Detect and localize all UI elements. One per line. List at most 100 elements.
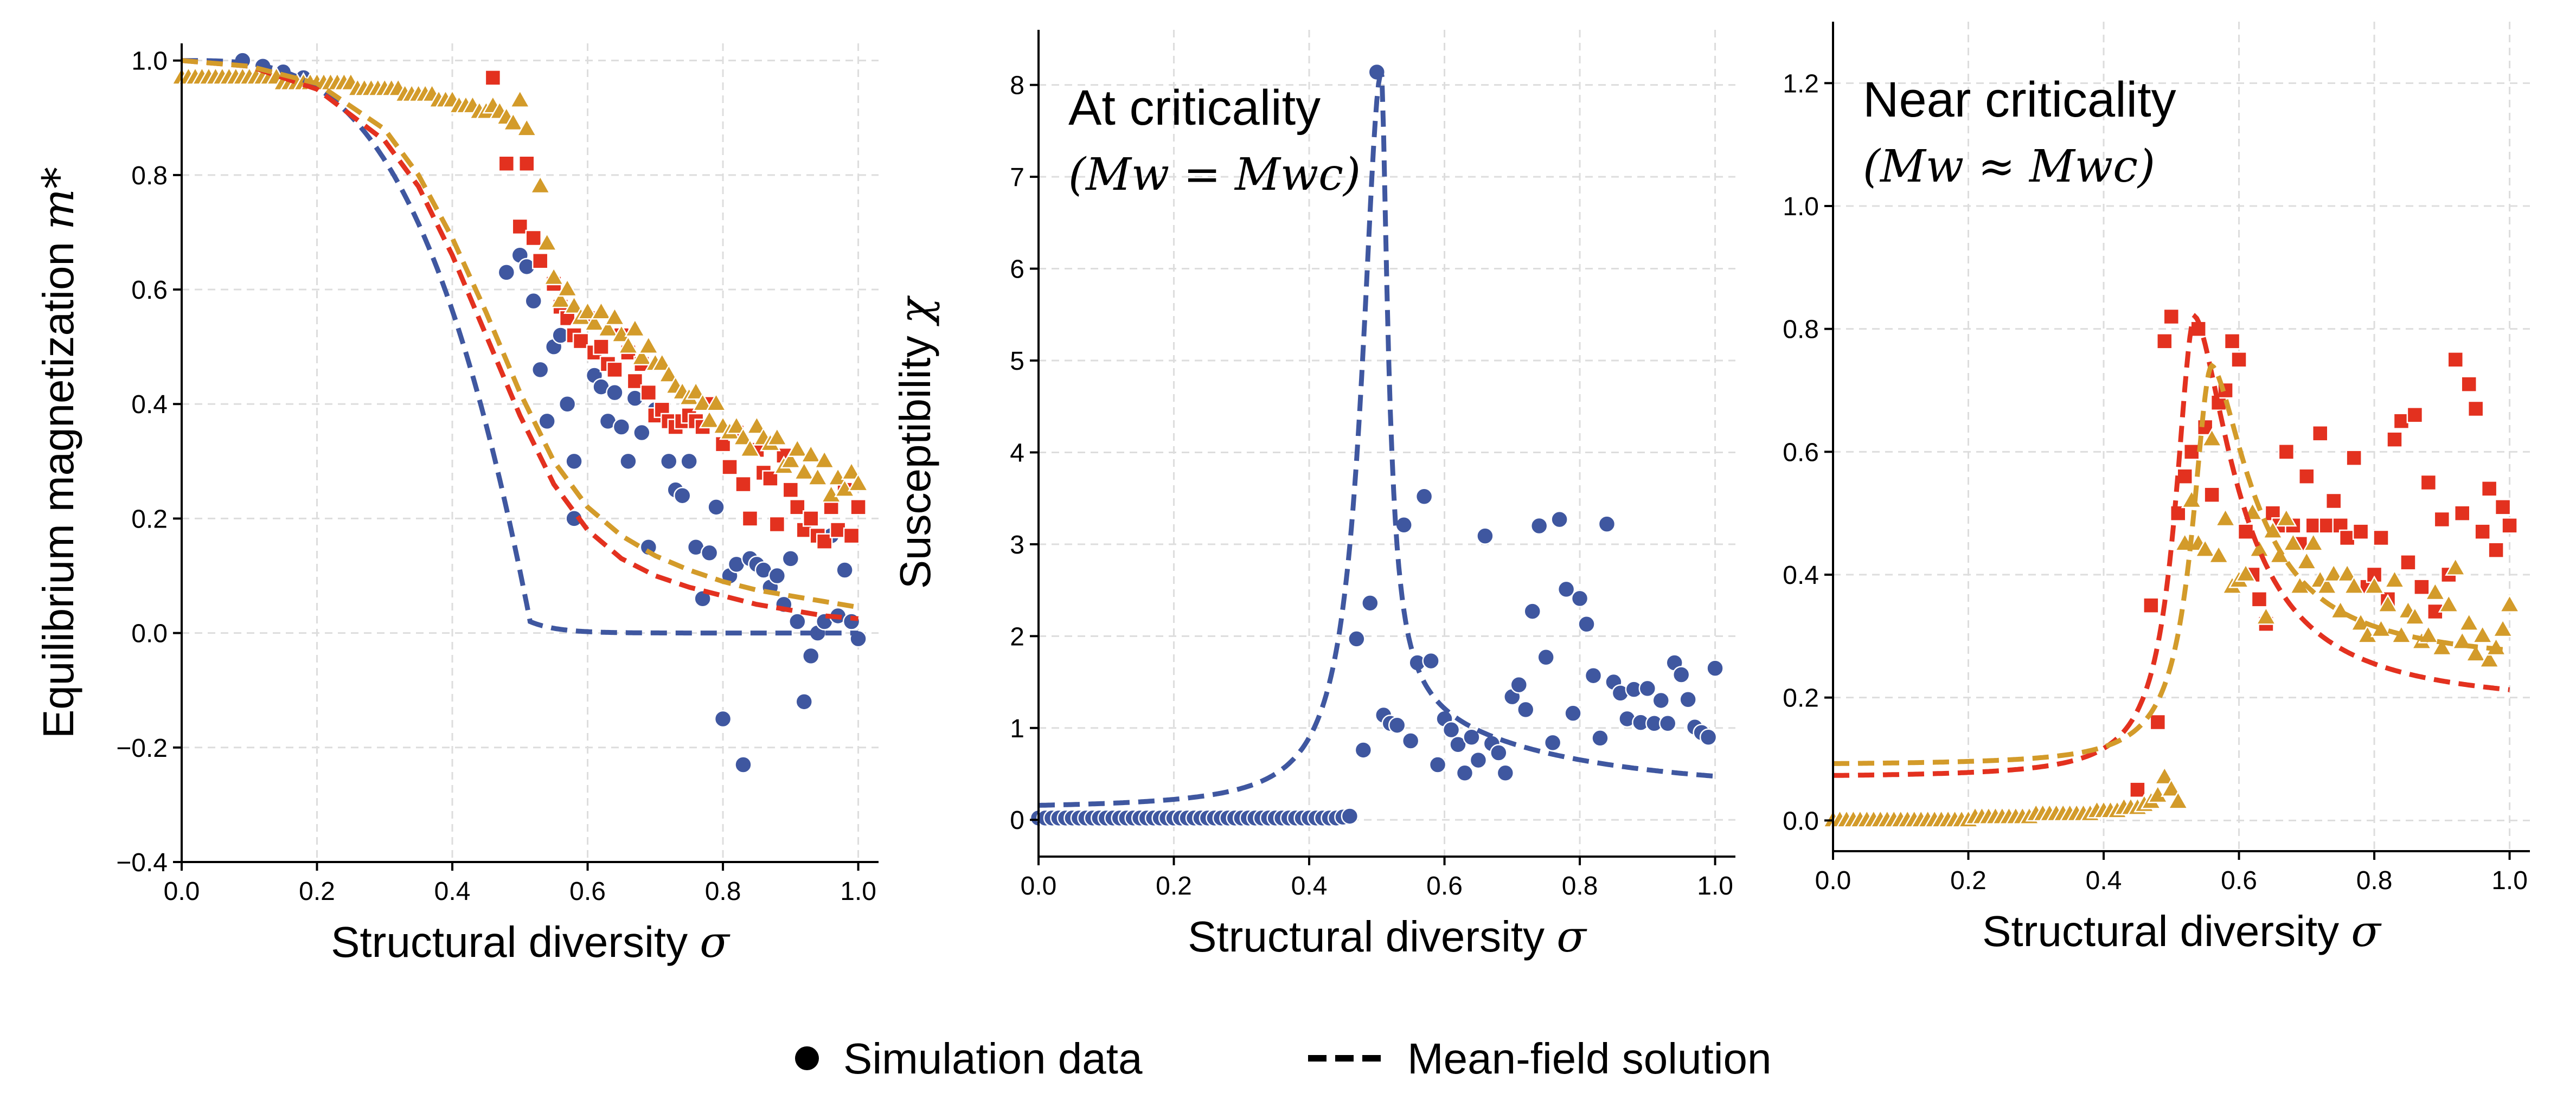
x-axis-label: Structural diversity σ	[331, 917, 730, 967]
data-point	[584, 312, 605, 331]
y-tick-label: 7	[1010, 163, 1024, 192]
y-tick-label: 0.2	[1783, 684, 1819, 713]
x-tick-label: 0.0	[1021, 872, 1057, 901]
data-point	[1523, 602, 1541, 620]
data-point	[726, 415, 747, 434]
data-point	[2203, 486, 2220, 503]
data-point	[639, 538, 658, 556]
data-point	[680, 452, 698, 471]
data-point	[525, 229, 542, 247]
data-point	[1550, 510, 1568, 529]
x-tick-label: 0.4	[434, 877, 471, 906]
data-point	[2366, 566, 2383, 583]
data-point	[2488, 542, 2504, 558]
data-point	[2438, 594, 2459, 613]
annotation-formula: (Mw = Mwc)	[1068, 149, 1361, 201]
data-point	[2201, 428, 2223, 447]
data-point	[2303, 532, 2324, 551]
data-point	[590, 301, 612, 320]
data-point	[2156, 333, 2173, 350]
data-point	[1388, 716, 1406, 734]
data-point	[768, 516, 786, 533]
annotation-title: At criticality	[1068, 80, 1321, 136]
y-tick-label: 6	[1010, 255, 1024, 284]
data-point	[1449, 736, 1467, 754]
data-point	[2338, 529, 2356, 546]
data-point	[694, 590, 712, 608]
data-point	[1638, 679, 1657, 698]
data-point	[848, 472, 869, 492]
data-point	[2194, 538, 2216, 557]
data-point	[2481, 480, 2498, 497]
data-point	[2143, 597, 2160, 614]
data-point	[638, 335, 659, 354]
data-point	[836, 561, 854, 579]
y-tick-label: 0.0	[131, 620, 168, 648]
data-point	[2431, 636, 2453, 656]
data-point	[2420, 474, 2437, 491]
data-point	[721, 459, 738, 475]
x-tick-label: 0.8	[2356, 866, 2393, 895]
y-tick-label: 1.0	[131, 47, 168, 76]
data-point	[1679, 691, 1697, 709]
legend-simulation-marker	[795, 1046, 819, 1070]
meanfield-curve-gold	[181, 58, 859, 610]
data-point	[565, 510, 583, 528]
data-point	[800, 444, 822, 463]
data-point	[700, 544, 719, 562]
legend-meanfield-label: Mean-field solution	[1407, 1034, 1771, 1083]
y-tick-label: 0.6	[131, 276, 168, 305]
data-point	[1584, 666, 1603, 685]
data-point	[1395, 516, 1413, 534]
data-point	[2325, 492, 2342, 510]
data-point	[2383, 569, 2406, 588]
data-point	[802, 510, 819, 527]
meanfield-curve-red	[1832, 313, 2510, 778]
data-point	[2352, 523, 2369, 540]
data-point	[1456, 764, 1474, 782]
data-point	[511, 218, 529, 235]
data-point	[706, 393, 727, 411]
y-tick-label: 1	[1010, 715, 1024, 743]
data-point	[556, 278, 578, 297]
data-point	[563, 295, 585, 314]
data-point	[660, 452, 678, 471]
data-point	[626, 372, 644, 390]
data-point	[732, 427, 754, 446]
x-tick-label: 0.2	[299, 877, 335, 906]
data-point	[1543, 734, 1562, 752]
x-tick-label: 1.0	[2491, 866, 2528, 895]
data-point	[1476, 527, 1494, 545]
y-tick-label: 0.4	[131, 390, 168, 419]
data-point	[768, 567, 786, 585]
data-point	[497, 263, 516, 281]
data-point	[2406, 407, 2424, 423]
data-point	[1672, 666, 1690, 684]
data-point	[699, 409, 720, 429]
data-point	[807, 467, 829, 486]
data-point	[789, 499, 806, 516]
x-tick-label: 0.0	[164, 877, 200, 906]
data-point	[2433, 511, 2451, 528]
meanfield-curve-blue	[1039, 69, 1716, 808]
data-point	[2255, 606, 2277, 625]
data-point	[2424, 581, 2446, 601]
data-point	[735, 475, 752, 493]
data-point	[1517, 700, 1535, 719]
data-point	[606, 383, 624, 402]
data-point	[802, 647, 820, 665]
data-point	[1564, 704, 1582, 722]
data-point	[2453, 505, 2471, 522]
data-point	[2492, 618, 2514, 638]
x-tick-label: 0.0	[1815, 866, 1851, 895]
data-point	[2373, 529, 2389, 546]
data-point	[843, 527, 860, 544]
data-point	[1598, 515, 1616, 533]
y-tick-label: 2	[1010, 622, 1024, 651]
data-point	[1537, 648, 1555, 666]
data-point	[516, 118, 537, 137]
series-gold	[171, 66, 869, 503]
data-point	[651, 352, 673, 371]
data-point	[2346, 449, 2362, 466]
data-point	[781, 550, 800, 568]
